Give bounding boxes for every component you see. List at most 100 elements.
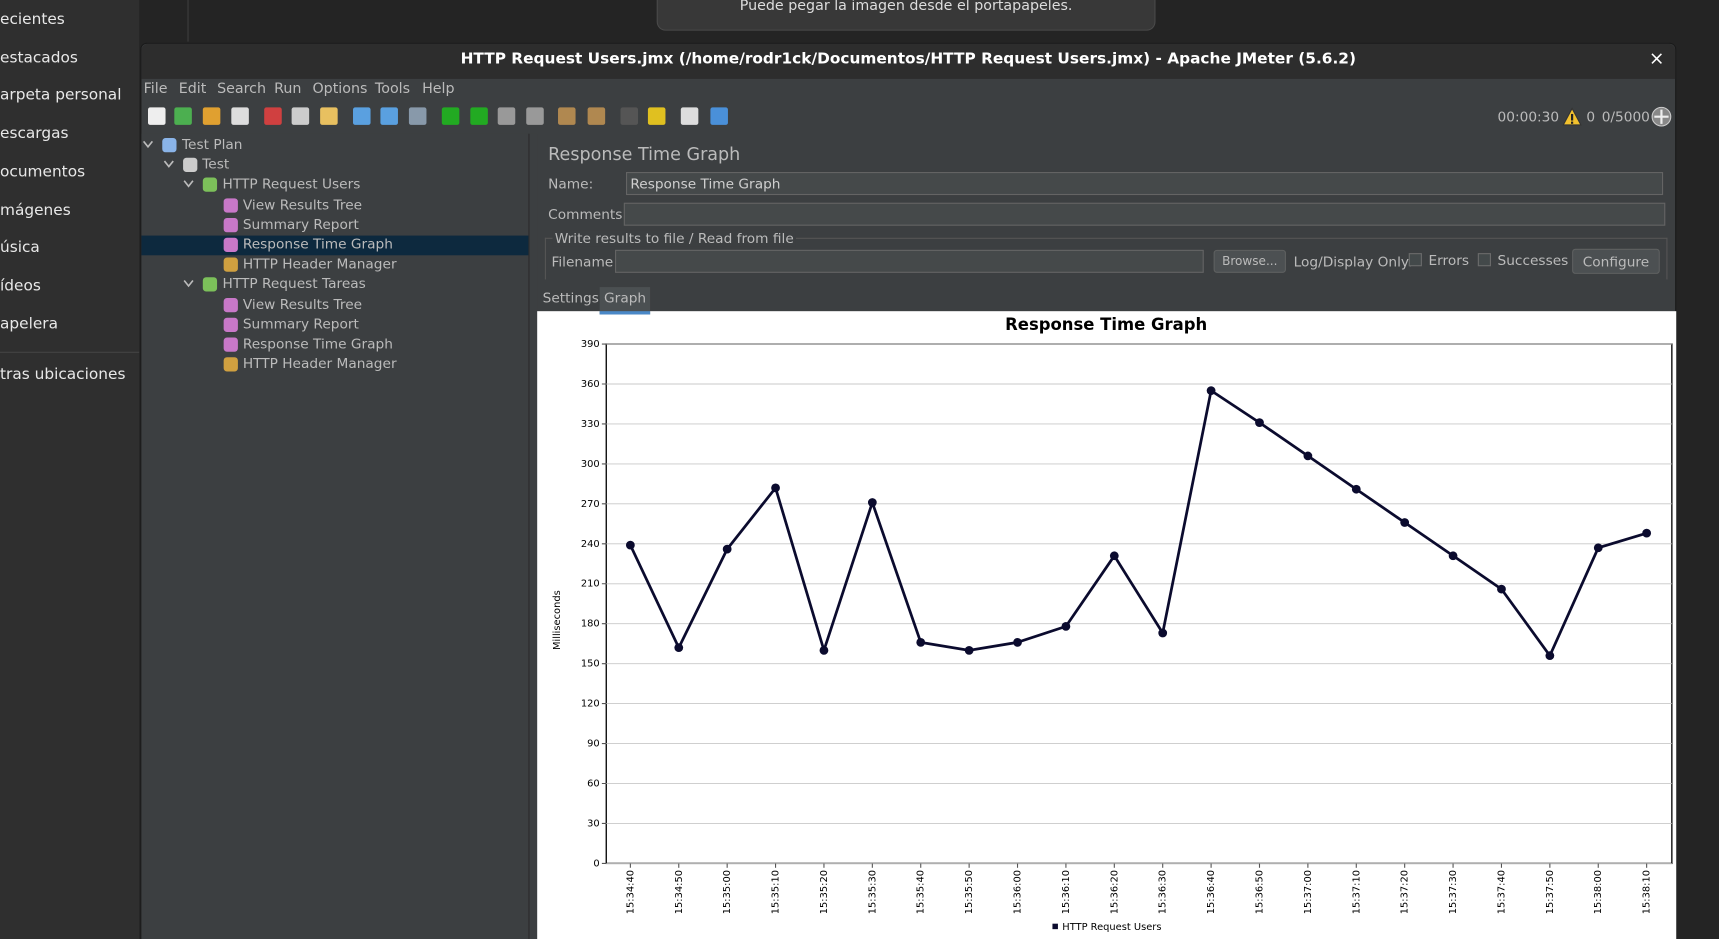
toolbar-button[interactable] bbox=[320, 107, 338, 125]
comments-label: Comments: bbox=[548, 205, 628, 223]
successes-label: Successes bbox=[1497, 252, 1569, 269]
menu-item[interactable]: Run bbox=[274, 81, 302, 98]
fieldset-legend: Write results to file / Read from file bbox=[552, 230, 796, 247]
y-tick-label: 0 bbox=[593, 858, 599, 869]
menu-item[interactable]: Tools bbox=[374, 81, 411, 98]
toolbar-button[interactable] bbox=[441, 107, 460, 125]
tree-label[interactable]: HTTP Request Users bbox=[222, 175, 361, 193]
y-tick-label: 360 bbox=[581, 379, 600, 390]
tree-icon bbox=[182, 157, 197, 173]
warning-icon[interactable] bbox=[1562, 107, 1582, 126]
data-point bbox=[1400, 518, 1410, 527]
toolbar-button[interactable] bbox=[710, 107, 728, 125]
toolbar-button[interactable] bbox=[148, 107, 166, 125]
sidebar-item[interactable]: arpeta personal bbox=[0, 86, 122, 105]
sidebar-item[interactable]: estacados bbox=[0, 48, 78, 67]
x-tick-label: 15:34:50 bbox=[674, 870, 685, 914]
tree-toggle[interactable] bbox=[183, 280, 194, 289]
x-tick-label: 15:36:20 bbox=[1109, 870, 1120, 914]
data-point bbox=[1642, 528, 1652, 538]
menu-item[interactable]: Edit bbox=[178, 81, 207, 98]
data-point bbox=[1497, 584, 1506, 594]
tree-label[interactable]: Response Time Graph bbox=[242, 335, 393, 352]
tree-panel bbox=[141, 133, 529, 939]
name-input[interactable] bbox=[625, 172, 1664, 196]
toolbar-button[interactable] bbox=[680, 107, 699, 125]
tree-label[interactable]: Summary Report bbox=[242, 315, 359, 332]
sidebar-item[interactable]: ecientes bbox=[0, 10, 65, 29]
tree-icon bbox=[202, 177, 218, 193]
browse-button[interactable]: Browse... bbox=[1213, 249, 1286, 273]
sidebar-item[interactable]: úsica bbox=[0, 239, 40, 257]
sidebar-item[interactable]: ocumentos bbox=[0, 163, 86, 181]
tree-icon bbox=[223, 257, 238, 272]
menu-item[interactable]: Options bbox=[312, 81, 368, 98]
toolbar-button[interactable] bbox=[353, 107, 371, 125]
tree-label[interactable]: Summary Report bbox=[242, 215, 359, 233]
x-tick-label: 15:37:00 bbox=[1303, 870, 1314, 914]
y-tick-label: 390 bbox=[581, 339, 600, 350]
tab[interactable]: Graph bbox=[599, 287, 651, 315]
x-tick-label: 15:38:00 bbox=[1593, 870, 1604, 914]
toolbar-button[interactable] bbox=[558, 107, 576, 125]
y-axis-label: Milliseconds bbox=[552, 590, 563, 650]
toolbar-button[interactable] bbox=[620, 107, 639, 125]
tree-label[interactable]: View Results Tree bbox=[242, 195, 363, 213]
close-button[interactable]: × bbox=[1648, 48, 1665, 71]
toolbar-button[interactable] bbox=[470, 107, 488, 125]
tree-label[interactable]: HTTP Header Manager bbox=[242, 255, 397, 272]
errors-checkbox[interactable] bbox=[1408, 253, 1422, 267]
toolbar-button[interactable] bbox=[408, 107, 427, 125]
chevron bbox=[163, 160, 174, 169]
errors-label: Errors bbox=[1428, 252, 1470, 269]
series-line bbox=[629, 388, 1648, 659]
toolbar-button[interactable] bbox=[264, 107, 282, 125]
sidebar-item[interactable]: tras ubicaciones bbox=[0, 365, 126, 384]
splitter[interactable] bbox=[528, 133, 538, 939]
toolbar-button[interactable] bbox=[647, 107, 666, 125]
toolbar-button[interactable] bbox=[231, 107, 249, 125]
name-value: Response Time Graph bbox=[630, 175, 781, 192]
configure-button[interactable]: Configure bbox=[1572, 248, 1660, 274]
comments-input[interactable] bbox=[623, 202, 1666, 226]
toolbar-button[interactable] bbox=[497, 107, 516, 125]
toolbar-button[interactable] bbox=[587, 107, 606, 125]
data-point bbox=[1013, 637, 1022, 647]
toolbar-button[interactable] bbox=[291, 107, 310, 125]
sidebar-item[interactable]: ídeos bbox=[0, 277, 41, 295]
menu-item[interactable]: Search bbox=[217, 81, 267, 98]
data-point bbox=[1351, 484, 1361, 494]
data-point bbox=[1303, 451, 1313, 461]
chevron bbox=[183, 180, 194, 189]
tree-label[interactable]: HTTP Request Tareas bbox=[222, 275, 366, 292]
tree-label[interactable]: Test Plan bbox=[181, 135, 243, 153]
tree-label[interactable]: HTTP Header Manager bbox=[242, 355, 397, 372]
y-tick-label: 180 bbox=[581, 619, 600, 630]
tree-label[interactable]: View Results Tree bbox=[242, 295, 363, 312]
tree-toggle[interactable] bbox=[163, 160, 174, 169]
sidebar-item[interactable]: apelera bbox=[0, 315, 59, 333]
sidebar-item[interactable]: mágenes bbox=[0, 201, 71, 219]
x-tick-label: 15:37:10 bbox=[1351, 870, 1362, 914]
filename-input[interactable] bbox=[615, 249, 1204, 273]
tab[interactable]: Settings bbox=[542, 289, 599, 306]
successes-checkbox[interactable] bbox=[1477, 253, 1491, 267]
tree-toggle[interactable] bbox=[183, 180, 194, 189]
data-point bbox=[867, 498, 877, 507]
menu-item[interactable]: File bbox=[143, 81, 168, 98]
toolbar-button[interactable] bbox=[174, 107, 192, 125]
data-point bbox=[625, 540, 635, 550]
sidebar-item[interactable]: escargas bbox=[0, 125, 69, 143]
y-tick-label: 270 bbox=[581, 499, 600, 510]
toolbar-button[interactable] bbox=[526, 107, 544, 125]
tree-icon bbox=[202, 277, 218, 292]
tree-label[interactable]: Response Time Graph bbox=[242, 235, 393, 253]
x-tick-label: 15:35:50 bbox=[964, 870, 975, 914]
menu-item[interactable]: Help bbox=[422, 81, 455, 98]
toolbar-button[interactable] bbox=[380, 107, 398, 125]
toolbar-button[interactable] bbox=[202, 107, 221, 125]
tree-icon bbox=[223, 217, 238, 233]
tree-label[interactable]: Test bbox=[202, 155, 230, 173]
y-tick-label: 300 bbox=[581, 459, 600, 470]
tree-toggle[interactable] bbox=[142, 140, 154, 149]
